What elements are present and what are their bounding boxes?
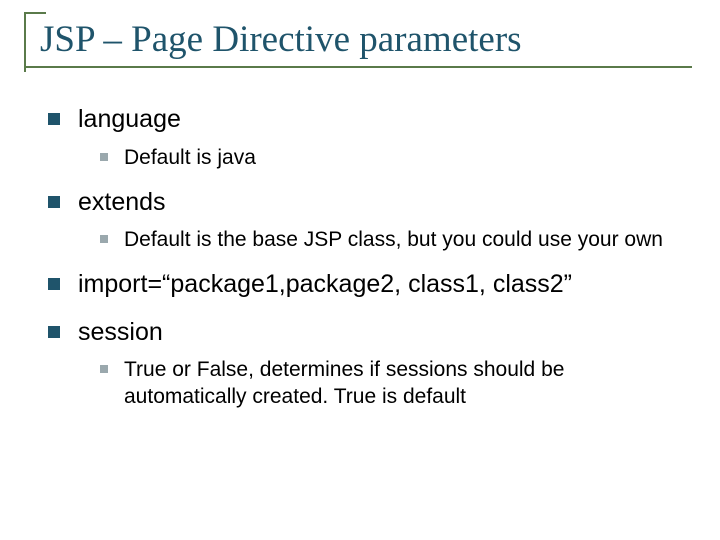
sub-list-item-label: Default is the base JSP class, but you c…: [124, 226, 663, 253]
list-item: import=“package1,package2, class1, class…: [48, 269, 674, 300]
square-subbullet-icon: [100, 235, 108, 243]
square-subbullet-icon: [100, 365, 108, 373]
list-item-label: session: [78, 317, 163, 348]
list-item-label: language: [78, 104, 181, 135]
sub-list-item: Default is java: [100, 144, 674, 171]
square-bullet-icon: [48, 278, 60, 290]
list-item: extends: [48, 187, 674, 218]
list-item: session: [48, 317, 674, 348]
square-bullet-icon: [48, 196, 60, 208]
title-underline-decor: [24, 66, 692, 68]
sub-list-item: Default is the base JSP class, but you c…: [100, 226, 674, 253]
title-container: JSP – Page Directive parameters: [28, 18, 692, 62]
content-area: language Default is java extends Default…: [28, 104, 692, 410]
sub-list-item: True or False, determines if sessions sh…: [100, 356, 674, 411]
sub-list-item-label: True or False, determines if sessions sh…: [124, 356, 674, 411]
square-subbullet-icon: [100, 153, 108, 161]
slide-title: JSP – Page Directive parameters: [28, 18, 692, 62]
sub-list-item-label: Default is java: [124, 144, 256, 171]
square-bullet-icon: [48, 326, 60, 338]
title-corner-decor: [24, 12, 46, 72]
list-item: language: [48, 104, 674, 135]
list-item-label: import=“package1,package2, class1, class…: [78, 269, 572, 300]
square-bullet-icon: [48, 113, 60, 125]
slide: JSP – Page Directive parameters language…: [0, 0, 720, 540]
list-item-label: extends: [78, 187, 166, 218]
